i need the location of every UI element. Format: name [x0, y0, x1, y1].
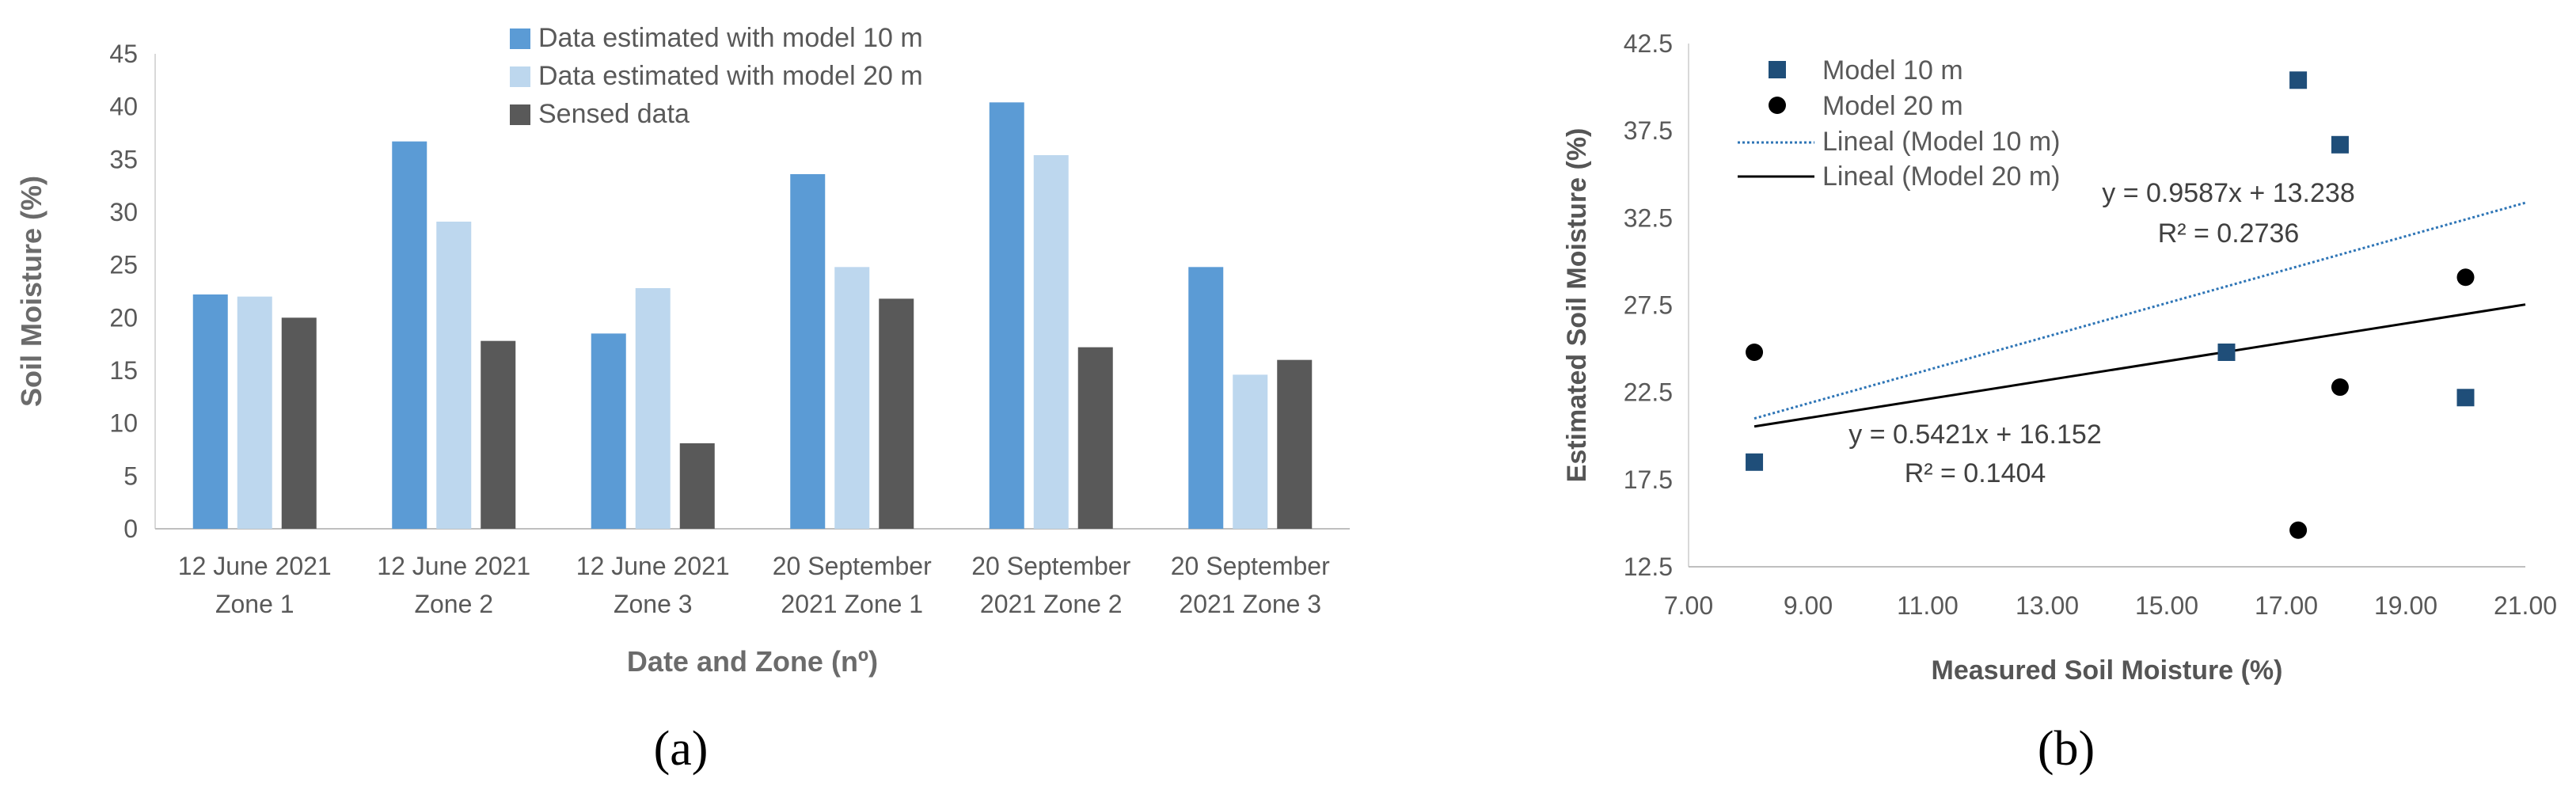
y-tick-label: 22.5	[1624, 378, 1673, 407]
legend-swatch	[1769, 61, 1786, 78]
y-axis-title: Estimated Soil Moisture (%)	[1562, 128, 1592, 483]
x-tick-label: 2021 Zone 1	[781, 590, 923, 618]
x-tick-label: 20 September	[773, 552, 932, 580]
x-tick-label: 2021 Zone 2	[980, 590, 1123, 618]
data-point	[2289, 71, 2308, 89]
y-tick-label: 12.5	[1624, 553, 1673, 581]
trendline-equation: y = 0.9587x + 13.238	[2102, 178, 2354, 208]
x-tick-label: Zone 1	[215, 590, 294, 618]
y-tick-label: 20	[109, 303, 138, 332]
data-point	[1746, 453, 1764, 471]
legend-label: Data estimated with model 20 m	[538, 61, 923, 91]
y-tick-label: 30	[109, 198, 138, 226]
bar	[436, 222, 472, 529]
legend-swatch	[510, 104, 530, 125]
y-axis-title: Soil Moisture (%)	[15, 176, 47, 407]
y-tick-label: 0	[123, 515, 138, 543]
x-tick-label: Zone 3	[614, 590, 693, 618]
x-tick-label: 13.00	[2016, 591, 2079, 620]
data-point	[2331, 135, 2349, 154]
y-tick-label: 25	[109, 251, 138, 279]
bar	[834, 267, 870, 529]
trendline-r2: R² = 0.1404	[1905, 458, 2046, 488]
x-tick-label: 12 June 2021	[576, 552, 730, 580]
x-tick-label: 19.00	[2374, 591, 2437, 620]
legend-swatch	[1769, 97, 1786, 114]
data-point	[2217, 343, 2236, 361]
y-tick-label: 35	[109, 145, 138, 173]
x-tick-label: 20 September	[971, 552, 1130, 580]
bar	[192, 294, 228, 529]
x-tick-label: 12 June 2021	[377, 552, 530, 580]
bar	[237, 296, 272, 529]
x-tick-label: 17.00	[2255, 591, 2318, 620]
data-point	[2456, 268, 2475, 287]
x-tick-label: 2021 Zone 3	[1179, 590, 1321, 618]
x-tick-label: Zone 2	[414, 590, 493, 618]
y-tick-label: 15	[109, 356, 138, 385]
bar	[591, 333, 626, 529]
legend-swatch	[510, 66, 530, 87]
bar	[1033, 155, 1069, 529]
bar	[989, 102, 1024, 530]
panel-label-a: (a)	[654, 722, 709, 776]
y-tick-label: 5	[123, 461, 138, 490]
bar	[879, 298, 914, 529]
x-tick-label: 21.00	[2494, 591, 2557, 620]
y-tick-label: 45	[109, 40, 138, 68]
legend-label: Model 20 m	[1822, 91, 1963, 121]
bar	[1277, 359, 1313, 529]
y-tick-label: 27.5	[1624, 291, 1673, 320]
data-point	[1746, 343, 1764, 361]
y-tick-label: 40	[109, 93, 138, 121]
bar	[481, 340, 516, 529]
trendline-equation: y = 0.5421x + 16.152	[1848, 420, 2101, 450]
bar	[1077, 347, 1113, 529]
legend-label: Data estimated with model 10 m	[538, 23, 923, 53]
x-tick-label: 11.00	[1897, 591, 1959, 620]
data-point	[2331, 378, 2349, 397]
legend-label: Model 10 m	[1822, 55, 1963, 85]
legend-label: Lineal (Model 20 m)	[1822, 161, 2060, 192]
bar	[281, 317, 317, 529]
legend-swatch	[510, 28, 530, 49]
x-tick-label: 15.00	[2135, 591, 2198, 620]
y-tick-label: 32.5	[1624, 203, 1673, 232]
trendline	[1753, 201, 2526, 420]
trendline-r2: R² = 0.2736	[2158, 218, 2300, 249]
bar	[1233, 374, 1268, 529]
x-tick-label: 9.00	[1784, 591, 1833, 620]
bar	[635, 288, 671, 529]
bar	[392, 141, 427, 529]
y-tick-label: 10	[109, 409, 138, 438]
panel-label-b: (b)	[2038, 722, 2095, 776]
x-axis-title: Measured Soil Moisture (%)	[1932, 655, 2283, 686]
data-point	[2289, 521, 2308, 539]
x-tick-label: 7.00	[1664, 591, 1713, 620]
bar	[679, 443, 715, 529]
data-point	[2456, 389, 2475, 407]
y-tick-label: 17.5	[1624, 465, 1673, 494]
y-tick-label: 42.5	[1624, 29, 1673, 58]
x-axis-title: Date and Zone (nº)	[627, 645, 878, 678]
trendline	[1753, 303, 2526, 428]
legend-label: Lineal (Model 10 m)	[1822, 127, 2060, 157]
bar	[1188, 267, 1224, 529]
x-tick-label: 12 June 2021	[178, 552, 332, 580]
x-tick-label: 20 September	[1171, 552, 1330, 580]
y-tick-label: 37.5	[1624, 116, 1673, 145]
bar	[790, 174, 826, 529]
legend-label: Sensed data	[538, 99, 690, 129]
